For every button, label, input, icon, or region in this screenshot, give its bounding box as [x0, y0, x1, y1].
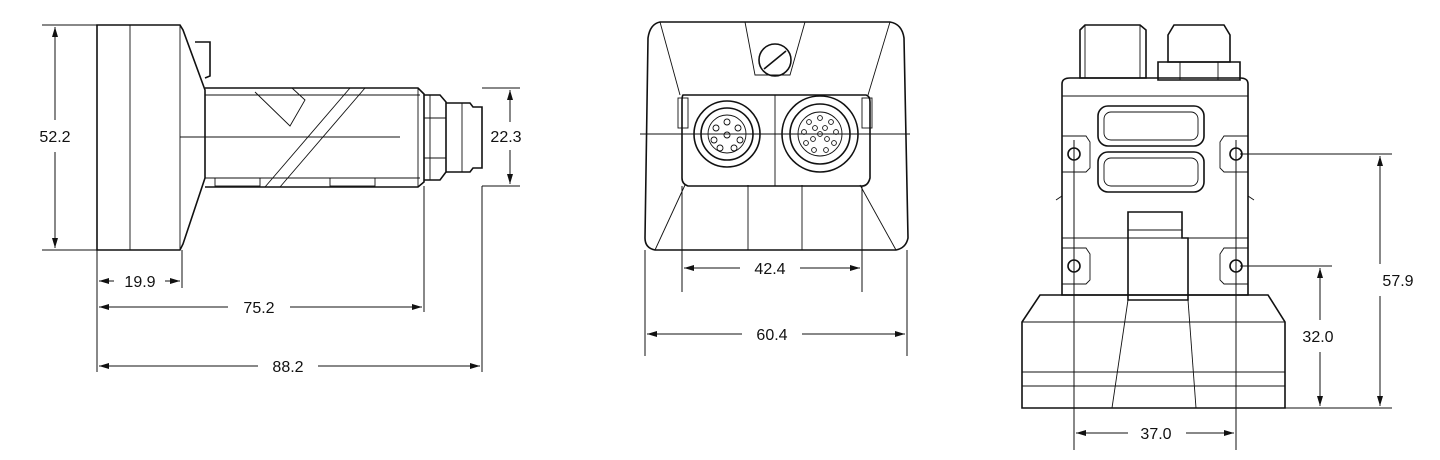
- dim-connector-height: 22.3: [490, 129, 521, 146]
- side-view: 52.2 22.3 19.9 75.2 88.2: [39, 24, 522, 376]
- front-view: 42.4 60.4: [640, 21, 910, 356]
- dim-hole-vertical-spacing: 57.9: [1382, 273, 1413, 290]
- dim-hole-horizontal-spacing: 37.0: [1140, 426, 1171, 443]
- dim-to-connector: 75.2: [243, 300, 274, 317]
- dim-lower-hole-height: 32.0: [1302, 329, 1333, 346]
- dim-overall-length: 88.2: [272, 359, 303, 376]
- dim-connector-spacing: 42.4: [754, 261, 785, 278]
- rear-view: 57.9 32.0 37.0: [1021, 24, 1414, 450]
- dim-side-height: 52.2: [39, 129, 70, 146]
- dim-overall-width: 60.4: [756, 327, 787, 344]
- dim-head-depth: 19.9: [124, 274, 155, 291]
- m12-connector-left: [710, 118, 744, 152]
